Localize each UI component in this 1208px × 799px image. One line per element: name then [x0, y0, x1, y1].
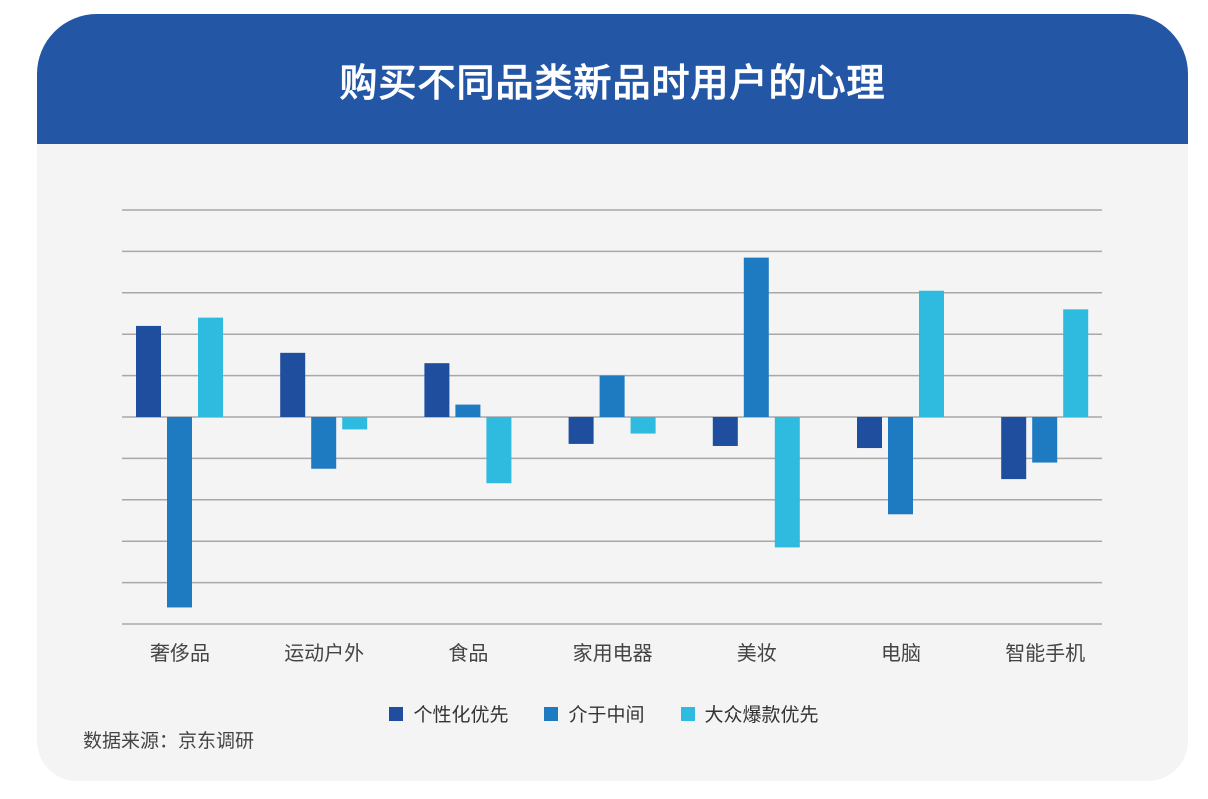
- bar-3-7: [1063, 309, 1089, 417]
- x-tick-label: 食品: [448, 641, 488, 665]
- bar-2-3: [455, 404, 481, 417]
- bar-2-5: [743, 257, 769, 417]
- header-banner: 购买不同品类新品时用户的心理: [37, 14, 1188, 144]
- bar-2-2: [311, 417, 337, 469]
- legend-item: 大众爆款优先: [680, 700, 819, 727]
- bar-2-1: [167, 417, 192, 608]
- x-tick-label: 家用电器: [573, 641, 653, 665]
- x-tick-label: 电脑: [881, 641, 921, 665]
- bar-3-4: [630, 417, 656, 434]
- source-note: 数据来源：京东调研: [83, 730, 255, 752]
- x-tick-label: 美妆: [737, 641, 777, 665]
- bar-1-7: [1001, 417, 1027, 480]
- legend-label: 大众爆款优先: [704, 704, 819, 726]
- legend-swatch: [389, 706, 404, 721]
- bar-1-6: [857, 417, 882, 449]
- bar-3-1: [198, 317, 223, 417]
- bar-1-3: [424, 363, 450, 417]
- chart-title: 购买不同品类新品时用户的心理: [339, 60, 886, 105]
- chart-card: 购买不同品类新品时用户的心理: [37, 14, 1188, 781]
- bar-3-3: [486, 417, 512, 484]
- bar-2-6: [888, 417, 913, 515]
- bar-3-2: [342, 417, 368, 430]
- bar-1-4: [568, 417, 594, 444]
- bar-1-5: [712, 417, 738, 446]
- legend-swatch: [544, 706, 559, 721]
- bar-3-5: [774, 417, 800, 548]
- x-tick-label: 智能手机: [1005, 641, 1085, 665]
- bar-1-1: [136, 325, 161, 417]
- x-tick-label: 运动户外: [284, 641, 364, 665]
- legend: 个性化优先 介于中间 大众爆款优先: [0, 700, 1208, 727]
- legend-swatch: [680, 706, 695, 721]
- bar-3-6: [919, 290, 944, 417]
- bar-2-4: [599, 375, 625, 417]
- x-tick-label: 奢侈品: [150, 641, 210, 665]
- legend-label: 个性化优先: [413, 704, 509, 726]
- bar-2-7: [1032, 417, 1058, 463]
- legend-item: 介于中间: [544, 700, 645, 727]
- legend-label: 介于中间: [568, 704, 645, 726]
- legend-item: 个性化优先: [389, 700, 508, 727]
- bar-1-2: [280, 352, 306, 417]
